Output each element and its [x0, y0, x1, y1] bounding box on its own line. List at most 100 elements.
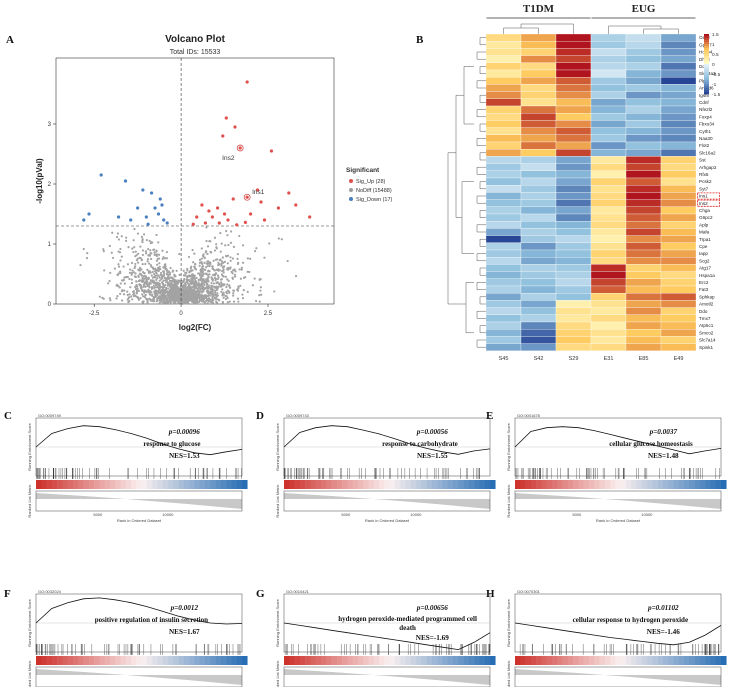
rank-gradient-segment	[437, 480, 443, 489]
nodiff-point	[220, 281, 223, 284]
es-curve	[35, 425, 243, 456]
nodiff-point	[102, 249, 105, 253]
rank-gradient-segment	[168, 480, 174, 489]
rank-gradient-segment	[125, 656, 132, 665]
nodiff-point	[219, 231, 222, 235]
nodiff-point	[202, 285, 205, 289]
hit-ticks	[283, 468, 480, 479]
nodiff-point	[120, 299, 124, 302]
nodiff-point	[218, 263, 221, 266]
rank-gradient-segment	[684, 656, 690, 665]
rank-gradient-segment	[220, 656, 227, 665]
nodiff-point	[214, 300, 218, 303]
nodiff-point	[238, 234, 241, 238]
rank-gradient-segment	[668, 480, 674, 489]
rank-gradient-segment	[78, 480, 84, 489]
nodiff-point	[166, 271, 169, 274]
nodiff-point	[216, 294, 219, 297]
rank-gradient-segment	[289, 480, 295, 489]
panel-label-g: G	[256, 588, 265, 600]
rank-gradient-segment	[515, 480, 521, 489]
rank-gradient-segment	[615, 656, 621, 665]
nodiff-point	[146, 268, 149, 271]
rank-gradient-segment	[115, 480, 121, 489]
rank-gradient-segment	[72, 480, 79, 489]
nodiff-point	[212, 273, 215, 276]
nodiff-point	[82, 247, 85, 251]
rank-gradient-segment	[131, 656, 137, 665]
nes-label: NES=1.53	[169, 452, 200, 460]
nodiff-point	[147, 254, 150, 257]
rank-gradient-segment	[694, 656, 701, 665]
nodiff-point	[156, 276, 159, 280]
rank-gradient-segment	[205, 656, 211, 665]
rank-gradient-segment	[520, 656, 526, 665]
rank-gradient-segment	[67, 656, 74, 665]
nodiff-point	[132, 239, 135, 242]
nodiff-point	[294, 275, 298, 278]
nodiff-point	[201, 282, 204, 285]
rank-gradient-segment	[83, 656, 90, 665]
nodiff-point	[146, 301, 149, 305]
rank-gradient-segment	[83, 480, 90, 489]
nodiff-point	[119, 259, 122, 262]
rank-gradient-segment	[320, 656, 327, 665]
nodiff-point	[175, 269, 178, 272]
gsea-panel-g: GO:0010421500010000Rank in Ordered Datas…	[275, 589, 496, 687]
metric-axis-label: Ranked List Metric	[27, 484, 32, 517]
rank-gradient-segment	[389, 480, 396, 489]
rank-gradient-segment	[194, 656, 201, 665]
rank-gradient-segment	[479, 656, 485, 665]
rank-gradient-segment	[400, 480, 406, 489]
nodiff-point	[198, 264, 201, 267]
nodiff-point	[167, 301, 170, 305]
nodiff-point	[148, 239, 151, 243]
nodiff-point	[228, 300, 231, 303]
rank-gradient-segment	[625, 656, 632, 665]
rank-gradient-segment	[431, 656, 438, 665]
rank-gradient-segment	[474, 656, 480, 665]
nodiff-point	[200, 257, 203, 260]
nodiff-point	[223, 283, 226, 286]
nodiff-point	[225, 229, 228, 233]
nodiff-point	[129, 268, 132, 271]
nodiff-point	[111, 256, 115, 260]
nodiff-point	[165, 280, 168, 284]
nes-label: NES=1.67	[169, 628, 200, 636]
nodiff-point	[249, 257, 252, 261]
go-id: GO:0070301	[517, 589, 541, 594]
rank-gradient-segment	[484, 656, 491, 665]
nodiff-point	[137, 252, 140, 255]
rank-gradient-segment	[647, 480, 653, 489]
nodiff-point	[225, 290, 228, 294]
rank-gradient-segment	[474, 480, 480, 489]
rank-gradient-segment	[421, 656, 427, 665]
rank-gradient-segment	[699, 656, 706, 665]
rank-gradient-segment	[51, 656, 58, 665]
nodiff-point	[222, 296, 225, 299]
nodiff-point	[103, 269, 106, 272]
nodiff-point	[182, 279, 186, 282]
rank-gradient-segment	[326, 656, 332, 665]
nodiff-point	[116, 232, 120, 235]
rank-gradient-segment	[657, 656, 664, 665]
nodiff-point	[142, 295, 145, 298]
hit-ticks	[515, 468, 720, 479]
nodiff-point	[268, 242, 271, 245]
x-tick-label: 10000	[410, 512, 422, 517]
nodiff-point	[220, 264, 223, 267]
rank-gradient-segment	[426, 656, 433, 665]
nodiff-point	[120, 255, 123, 258]
nodiff-point	[137, 261, 140, 264]
rank-gradient-segment	[562, 480, 569, 489]
es-axis-label: Running Enrichment Score	[27, 422, 32, 471]
rank-gradient-segment	[468, 656, 475, 665]
rank-gradient-segment	[641, 480, 648, 489]
rank-gradient-segment	[536, 480, 542, 489]
nodiff-point	[141, 262, 144, 266]
rank-gradient-segment	[51, 480, 58, 489]
nodiff-point	[138, 266, 142, 269]
panel-label-h: H	[486, 588, 495, 600]
rank-gradient-segment	[604, 480, 611, 489]
nodiff-point	[149, 263, 152, 267]
